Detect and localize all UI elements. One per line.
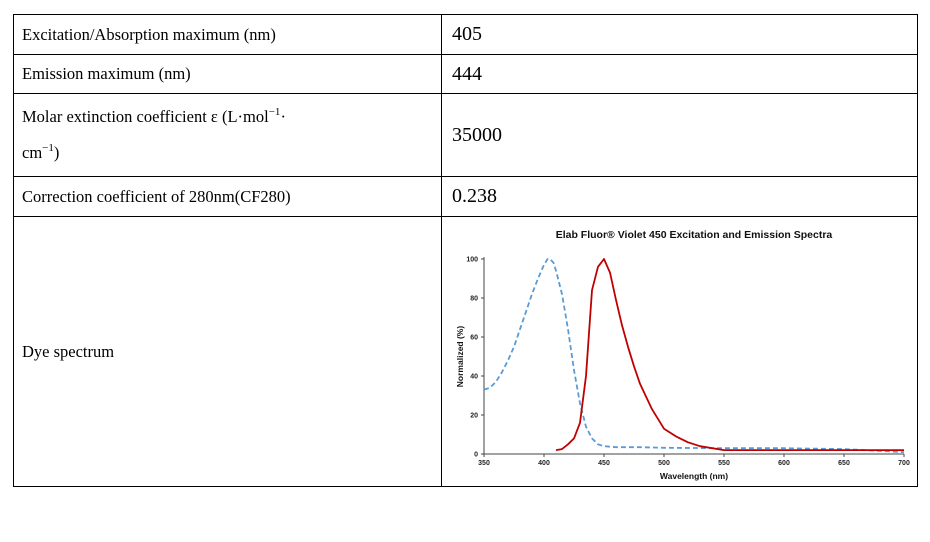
y-axis-label: Normalized (%) [455,326,465,388]
property-value: 35000 [441,93,918,177]
x-tick-label: 550 [718,460,730,467]
property-label: Excitation/Absorption maximum (nm) [13,14,442,55]
x-tick-label: 650 [838,460,850,467]
chart-title: Elab Fluor® Violet 450 Excitation and Em… [556,229,833,241]
label-text: Molar extinction coefficient ε (L·mol [22,107,269,126]
table-row: Molar extinction coefficient ε (L·mol−1·… [13,93,918,177]
property-value: 405 [441,14,918,55]
y-tick-label: 40 [470,374,478,381]
x-tick-label: 600 [778,460,790,467]
label-text: · [280,107,286,126]
property-label: Correction coefficient of 280nm(CF280) [13,176,442,217]
superscript: −1 [42,142,54,154]
y-tick-label: 0 [474,452,478,459]
y-tick-label: 20 [470,413,478,420]
superscript: −1 [268,106,281,118]
properties-table: Excitation/Absorption maximum (nm) 405 E… [13,14,918,487]
spectrum-chart-svg: Elab Fluor® Violet 450 Excitation and Em… [455,229,910,481]
x-tick-label: 350 [478,460,490,467]
label-text: cm [22,143,43,162]
table-row: Emission maximum (nm) 444 [13,54,918,94]
y-tick-label: 60 [470,335,478,342]
table-row: Correction coefficient of 280nm(CF280) 0… [13,176,918,217]
emission-series-line [555,258,904,451]
y-tick-label: 80 [470,296,478,303]
property-label: Molar extinction coefficient ε (L·mol−1·… [13,93,442,177]
property-value: 0.238 [441,176,918,217]
x-axis-label: Wavelength (nm) [660,471,728,481]
x-tick-label: 450 [598,460,610,467]
y-tick-label: 100 [466,257,478,264]
chart-cell: Elab Fluor® Violet 450 Excitation and Em… [441,216,918,487]
spectrum-chart: Elab Fluor® Violet 450 Excitation and Em… [442,217,918,486]
x-tick-label: 400 [538,460,550,467]
x-tick-label: 700 [898,460,910,467]
table-row: Excitation/Absorption maximum (nm) 405 [13,14,918,55]
property-value: 444 [441,54,918,94]
excitation-series-line [483,258,905,453]
property-label: Emission maximum (nm) [13,54,442,94]
property-label: Dye spectrum [13,216,442,487]
x-tick-label: 500 [658,460,670,467]
table-row: Dye spectrum Elab Fluor® Violet 450 Exci… [13,216,918,487]
label-text: ) [53,143,60,162]
